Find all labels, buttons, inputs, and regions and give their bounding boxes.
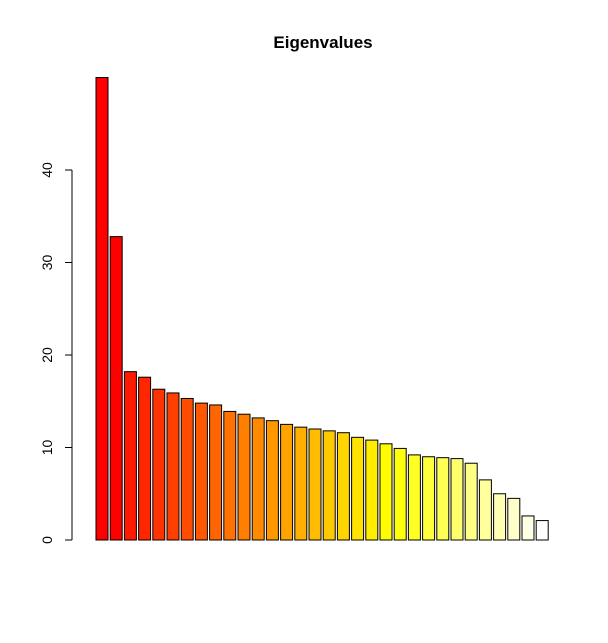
bar	[166, 392, 180, 541]
bar	[450, 458, 464, 541]
bar	[223, 410, 237, 541]
bar	[109, 236, 123, 541]
bar	[152, 388, 166, 541]
bar	[251, 417, 265, 541]
bar	[535, 520, 549, 541]
bar	[322, 430, 336, 541]
bar	[138, 376, 152, 541]
bar	[265, 420, 279, 541]
y-tick-label: 40	[39, 162, 55, 178]
bar	[123, 371, 137, 541]
bar	[294, 426, 308, 541]
bar	[365, 439, 379, 541]
bar	[521, 515, 535, 541]
bar	[95, 77, 109, 541]
bar	[493, 493, 507, 541]
y-tick-label: 10	[39, 440, 55, 456]
y-tick-label: 30	[39, 255, 55, 271]
bar	[351, 436, 365, 541]
bar	[436, 457, 450, 541]
bar	[407, 454, 421, 541]
bar	[422, 456, 436, 541]
bar	[209, 404, 223, 541]
bar	[507, 497, 521, 541]
bar	[464, 462, 478, 541]
bar	[336, 432, 350, 541]
bar	[180, 397, 194, 541]
bar	[393, 447, 407, 541]
y-tick-label: 20	[39, 347, 55, 363]
bar	[478, 479, 492, 541]
y-tick-label: 0	[39, 536, 55, 544]
bar-series	[95, 77, 549, 541]
bar	[379, 443, 393, 541]
bar	[194, 402, 208, 541]
y-axis: 0 10 20 30 40	[39, 162, 73, 544]
bar	[280, 423, 294, 541]
bar	[237, 413, 251, 541]
bar	[308, 428, 322, 541]
chart-title: Eigenvalues	[273, 33, 372, 52]
